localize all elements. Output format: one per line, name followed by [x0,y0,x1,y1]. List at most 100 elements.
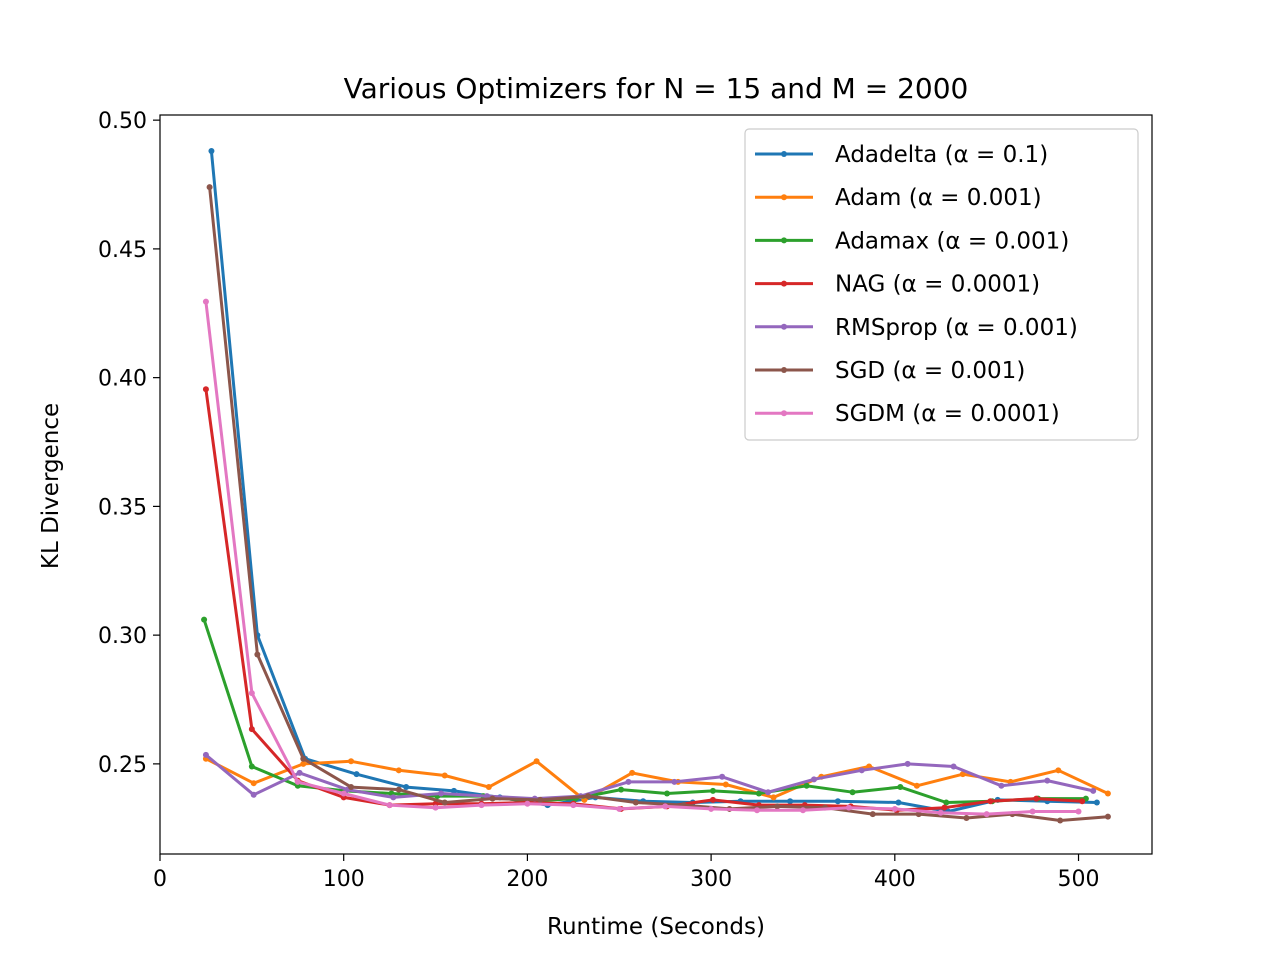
data-point [897,784,904,791]
data-point [403,784,410,791]
y-axis-ticks: 0.25 0.30 0.35 0.40 0.45 0.50 [98,109,160,778]
data-point [254,651,261,658]
data-point [248,763,255,770]
x-tick-label: 500 [1058,867,1100,892]
x-tick-label: 300 [690,867,732,892]
data-point [754,807,761,814]
data-point [671,778,678,785]
data-point [1055,767,1062,774]
data-point [202,751,209,758]
data-point [485,784,492,791]
legend-label: Adamax (α = 0.001) [835,228,1069,254]
legend: Adadelta (α = 0.1) Adam (α = 0.001) Adamax… [744,128,1139,441]
data-point [849,789,856,796]
data-point [941,804,948,811]
series-line [204,753,1095,801]
y-tick-label: 0.50 [98,109,147,134]
data-point [719,773,726,780]
data-point [1075,808,1082,815]
data-point [963,814,970,821]
series-line [204,757,1110,802]
x-axis-ticks: 0 100 200 300 400 500 [153,854,1100,892]
data-point [915,811,922,818]
y-tick-label: 0.25 [98,753,147,778]
data-point [1104,790,1111,797]
legend-label: NAG (α = 0.0001) [835,272,1040,298]
plot-frame [159,114,1153,855]
series-layer [201,148,1111,824]
y-tick-label: 0.35 [98,495,147,520]
chart-title: Various Optimizers for N = 15 and M = 20… [344,72,969,105]
data-point [625,778,632,785]
data-point [629,769,636,776]
data-point [943,799,950,806]
data-point [206,184,213,191]
legend-label: Adam (α = 0.001) [835,185,1042,211]
series-4 [202,751,1097,802]
data-point [248,690,255,697]
data-point [774,803,781,810]
data-point [294,778,301,785]
data-point [770,794,777,801]
data-point [248,726,255,733]
series-0 [208,148,1100,815]
data-point [983,811,990,818]
data-point [441,772,448,779]
data-point [904,760,911,767]
data-point [438,790,445,797]
data-point [478,802,485,809]
data-point [891,805,898,812]
data-point [959,771,966,778]
data-point [998,782,1005,789]
data-point [708,805,715,812]
data-point [348,784,355,791]
data-point [618,786,625,793]
data-point [869,811,876,818]
data-point [765,789,772,796]
legend-marker [781,323,787,330]
data-point [300,760,307,767]
legend-label: SGDM (α = 0.0001) [835,401,1060,427]
data-point [432,804,439,811]
data-point [1029,808,1036,815]
data-point [987,798,994,805]
data-point [390,794,397,801]
legend-marker [781,237,787,244]
legend-label: SGD (α = 0.001) [835,358,1025,384]
data-point [386,802,393,809]
data-point [834,798,841,805]
data-point [395,767,402,774]
series-line [204,300,1080,816]
legend-marker [781,280,787,287]
x-tick-label: 200 [506,867,548,892]
data-point [803,782,810,789]
data-point [1044,777,1051,784]
data-point [709,787,716,794]
y-axis-label: KL Divergence [38,403,64,569]
data-point [950,763,957,770]
data-point [450,787,457,794]
x-tick-label: 100 [323,867,365,892]
data-point [395,786,402,793]
data-point [799,807,806,814]
data-point [1033,795,1040,802]
data-point [489,795,496,802]
data-point [810,776,817,783]
x-axis-label: Runtime (Seconds) [547,914,765,940]
series-5 [206,184,1111,824]
series-6 [202,298,1082,818]
data-point [340,790,347,797]
data-point [585,793,592,800]
data-point [709,796,716,803]
data-point [1090,787,1097,794]
data-point [533,758,540,765]
data-point [441,799,448,806]
data-point [348,758,355,765]
data-point [300,755,307,762]
legend-marker [781,194,787,201]
data-point [632,799,639,806]
data-point [722,781,729,788]
legend-frame [744,128,1139,441]
data-point [845,804,852,811]
data-point [664,790,671,797]
